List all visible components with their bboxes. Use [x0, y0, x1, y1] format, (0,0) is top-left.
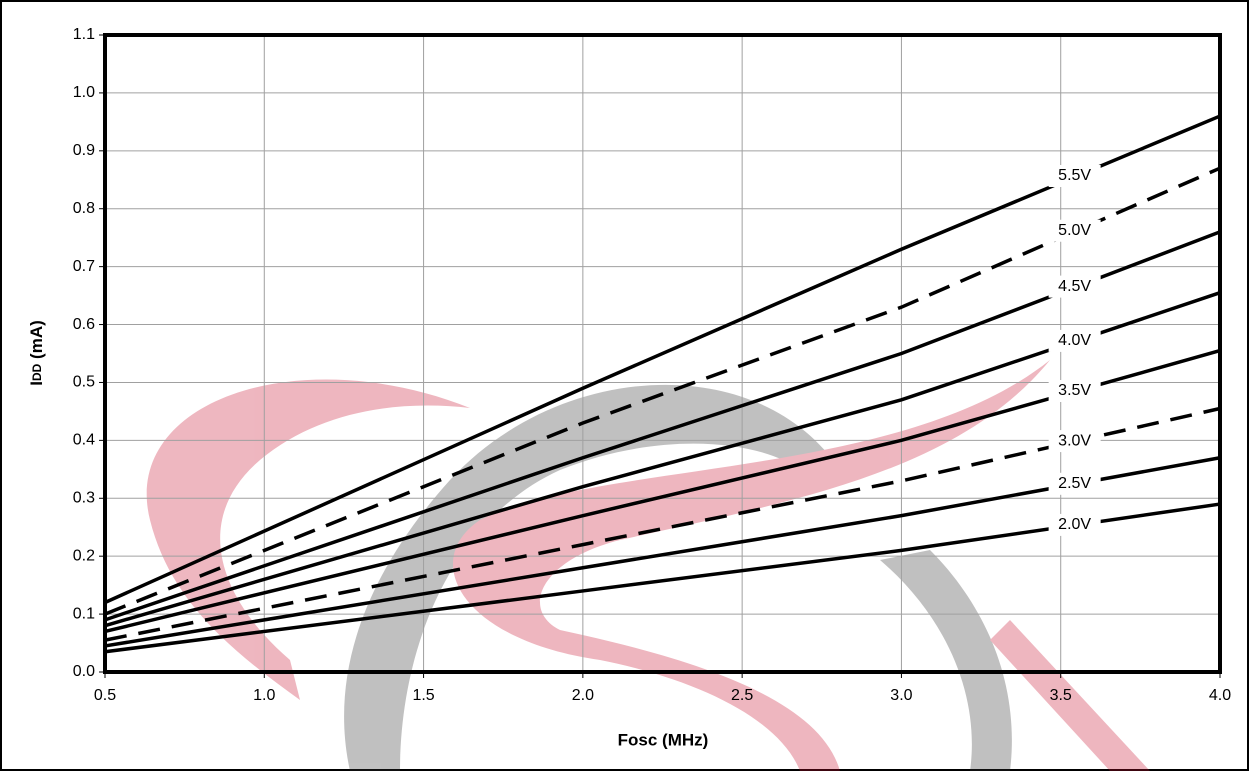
label-bg	[1048, 165, 1101, 188]
watermark	[146, 360, 1150, 771]
x-tick-label: 3.5	[1050, 687, 1072, 704]
y-tick-label: 0.6	[73, 316, 95, 333]
label-bg	[1048, 329, 1101, 352]
y-tick-label: 0.2	[73, 547, 95, 564]
x-tick-label: 4.0	[1209, 687, 1231, 704]
y-label-main: I	[27, 381, 46, 386]
label-bg	[1048, 379, 1101, 402]
series-label: 5.5V	[1058, 167, 1091, 184]
series-label: 2.0V	[1058, 516, 1091, 533]
series-label: 3.0V	[1058, 432, 1091, 449]
plot-border	[103, 33, 1222, 674]
x-axis-label: Fosc (MHz)	[618, 730, 709, 749]
y-tick-label: 0.9	[73, 142, 95, 159]
y-tick-label: 0.8	[73, 200, 95, 217]
label-bg	[1048, 472, 1101, 495]
y-tick-label: 0.4	[73, 432, 95, 449]
y-axis-label: IDD (mA)	[27, 320, 46, 386]
y-tick-label: 0.7	[73, 258, 95, 275]
y-tick-label: 1.1	[73, 26, 95, 43]
x-tick-label: 1.0	[253, 687, 275, 704]
y-tick-label: 1.0	[73, 84, 95, 101]
series-line	[104, 406, 1221, 642]
y-label-sub: DD	[30, 363, 44, 381]
series-label: 4.5V	[1058, 278, 1091, 295]
x-tick-label: 3.0	[890, 687, 912, 704]
y-tick-label: 0.5	[73, 374, 95, 391]
label-bg	[1048, 275, 1101, 298]
x-tick-label: 2.5	[731, 687, 753, 704]
series-label: 4.0V	[1058, 332, 1091, 349]
x-tick-label: 1.5	[412, 687, 434, 704]
y-label-unit: (mA)	[27, 320, 46, 359]
y-tick-label: 0.1	[73, 605, 95, 622]
x-tick-label: 0.5	[94, 687, 116, 704]
label-bg	[1048, 219, 1101, 242]
label-bg	[1048, 430, 1101, 453]
series-label: 3.5V	[1058, 382, 1091, 399]
series-label: 5.0V	[1058, 222, 1091, 239]
y-tick-label: 0.3	[73, 489, 95, 506]
y-tick-label: 0.0	[73, 663, 95, 680]
series-label: 2.5V	[1058, 475, 1091, 492]
x-tick-label: 2.0	[572, 687, 594, 704]
label-bg	[1048, 513, 1101, 536]
